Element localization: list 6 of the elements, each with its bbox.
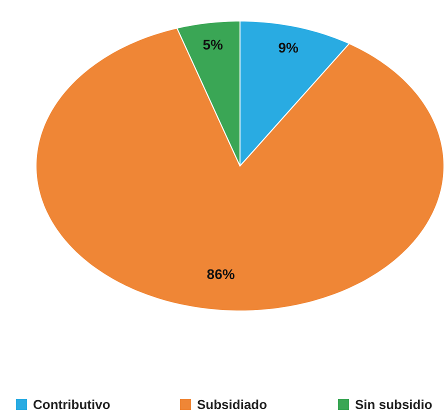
data-label: 5% bbox=[202, 36, 224, 52]
legend-label: Subsidiado bbox=[197, 397, 268, 411]
data-label: 9% bbox=[278, 40, 300, 56]
legend-label: Sin subsidio bbox=[355, 397, 432, 411]
data-label: 86% bbox=[206, 266, 236, 282]
legend-label: Contributivo bbox=[33, 397, 110, 411]
